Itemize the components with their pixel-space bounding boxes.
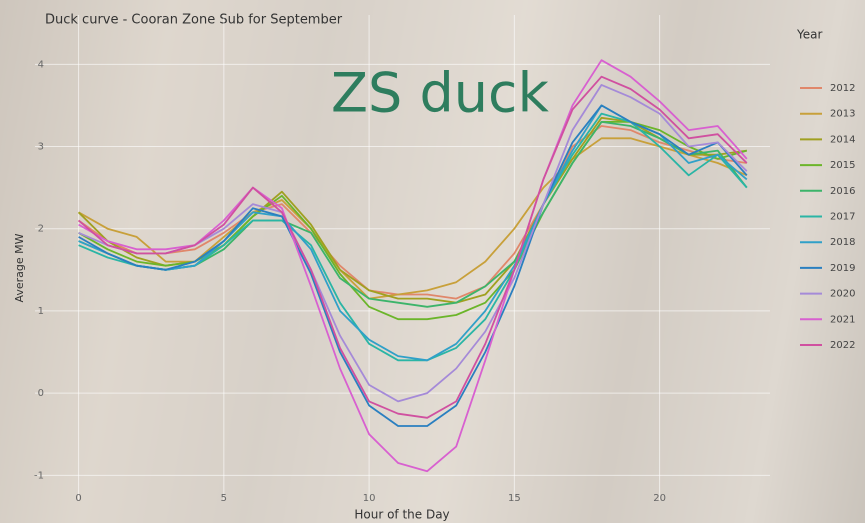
legend-label: 2020 — [830, 289, 855, 300]
y-tick-label: 1 — [38, 306, 44, 317]
annotation: ZS duck — [331, 62, 550, 125]
legend-label: 2012 — [830, 83, 855, 94]
legend-label: 2016 — [830, 186, 855, 197]
y-tick-label: -1 — [34, 470, 44, 481]
x-tick-label: 10 — [363, 493, 376, 504]
x-tick-label: 0 — [75, 493, 81, 504]
legend-label: 2017 — [830, 212, 855, 223]
y-tick-label: 0 — [38, 388, 44, 399]
chart-title: Duck curve - Cooran Zone Sub for Septemb… — [45, 13, 343, 28]
x-tick-label: 20 — [653, 493, 666, 504]
x-axis-label: Hour of the Day — [354, 508, 449, 522]
legend-label: 2018 — [830, 237, 855, 248]
series-line — [78, 75, 748, 419]
x-tick-label: 15 — [508, 493, 521, 504]
y-tick-label: 2 — [38, 224, 44, 235]
x-tick-label: 5 — [221, 493, 227, 504]
legend-label: 2021 — [830, 314, 855, 325]
series-line — [78, 104, 748, 427]
series-line — [78, 125, 747, 300]
legend-label: 2022 — [830, 340, 855, 351]
legend-label: 2019 — [830, 263, 855, 274]
y-tick-label: 4 — [38, 59, 44, 70]
legend-label: 2013 — [830, 109, 855, 120]
legend-title: Year — [796, 28, 822, 42]
y-tick-label: 3 — [38, 142, 44, 153]
legend-label: 2015 — [830, 160, 855, 171]
y-axis-label: Average MW — [13, 233, 26, 302]
legend-label: 2014 — [830, 134, 855, 145]
